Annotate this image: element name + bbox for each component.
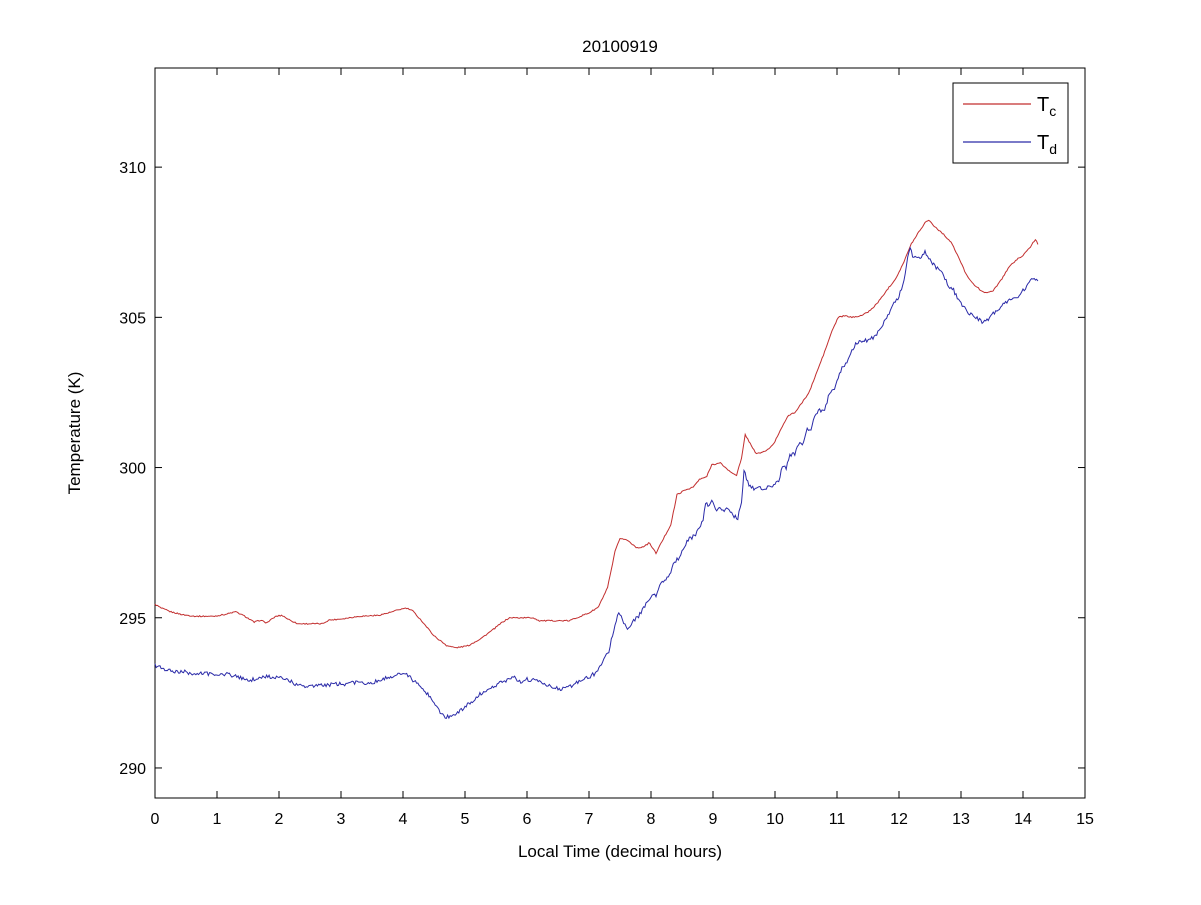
x-tick-label: 9 [709, 811, 718, 828]
plot-area [154, 67, 1086, 799]
y-tick-label: 290 [119, 761, 146, 778]
x-axis-label: Local Time (decimal hours) [518, 842, 722, 861]
legend-label-tc: Tc [1037, 94, 1056, 119]
x-tick-label: 8 [647, 811, 656, 828]
x-tick-label: 15 [1076, 811, 1094, 828]
series-line-td [154, 246, 1039, 720]
x-tick-label: 13 [952, 811, 970, 828]
y-tick-label: 295 [119, 611, 146, 628]
x-tick-label: 4 [399, 811, 408, 828]
x-tick-label: 1 [213, 811, 222, 828]
x-tick-label: 0 [151, 811, 160, 828]
legend-box [952, 82, 1069, 164]
chart-title: 20100919 [582, 37, 658, 56]
legend-label-td: Td [1037, 132, 1057, 157]
y-tick-label: 305 [119, 310, 146, 327]
y-tick-label: 300 [119, 461, 146, 478]
x-tick-label: 5 [461, 811, 470, 828]
series-line-tc [154, 219, 1039, 649]
y-axis-label: Temperature (K) [65, 372, 84, 495]
x-tick-label: 7 [585, 811, 594, 828]
x-tick-label: 6 [523, 811, 532, 828]
x-tick-label: 11 [829, 811, 846, 828]
x-tick-label: 10 [766, 811, 784, 828]
x-tick-label: 3 [337, 811, 346, 828]
x-tick-label: 2 [275, 811, 284, 828]
y-tick-label: 310 [119, 160, 146, 177]
x-tick-label: 14 [1014, 811, 1032, 828]
x-tick-label: 12 [890, 811, 908, 828]
